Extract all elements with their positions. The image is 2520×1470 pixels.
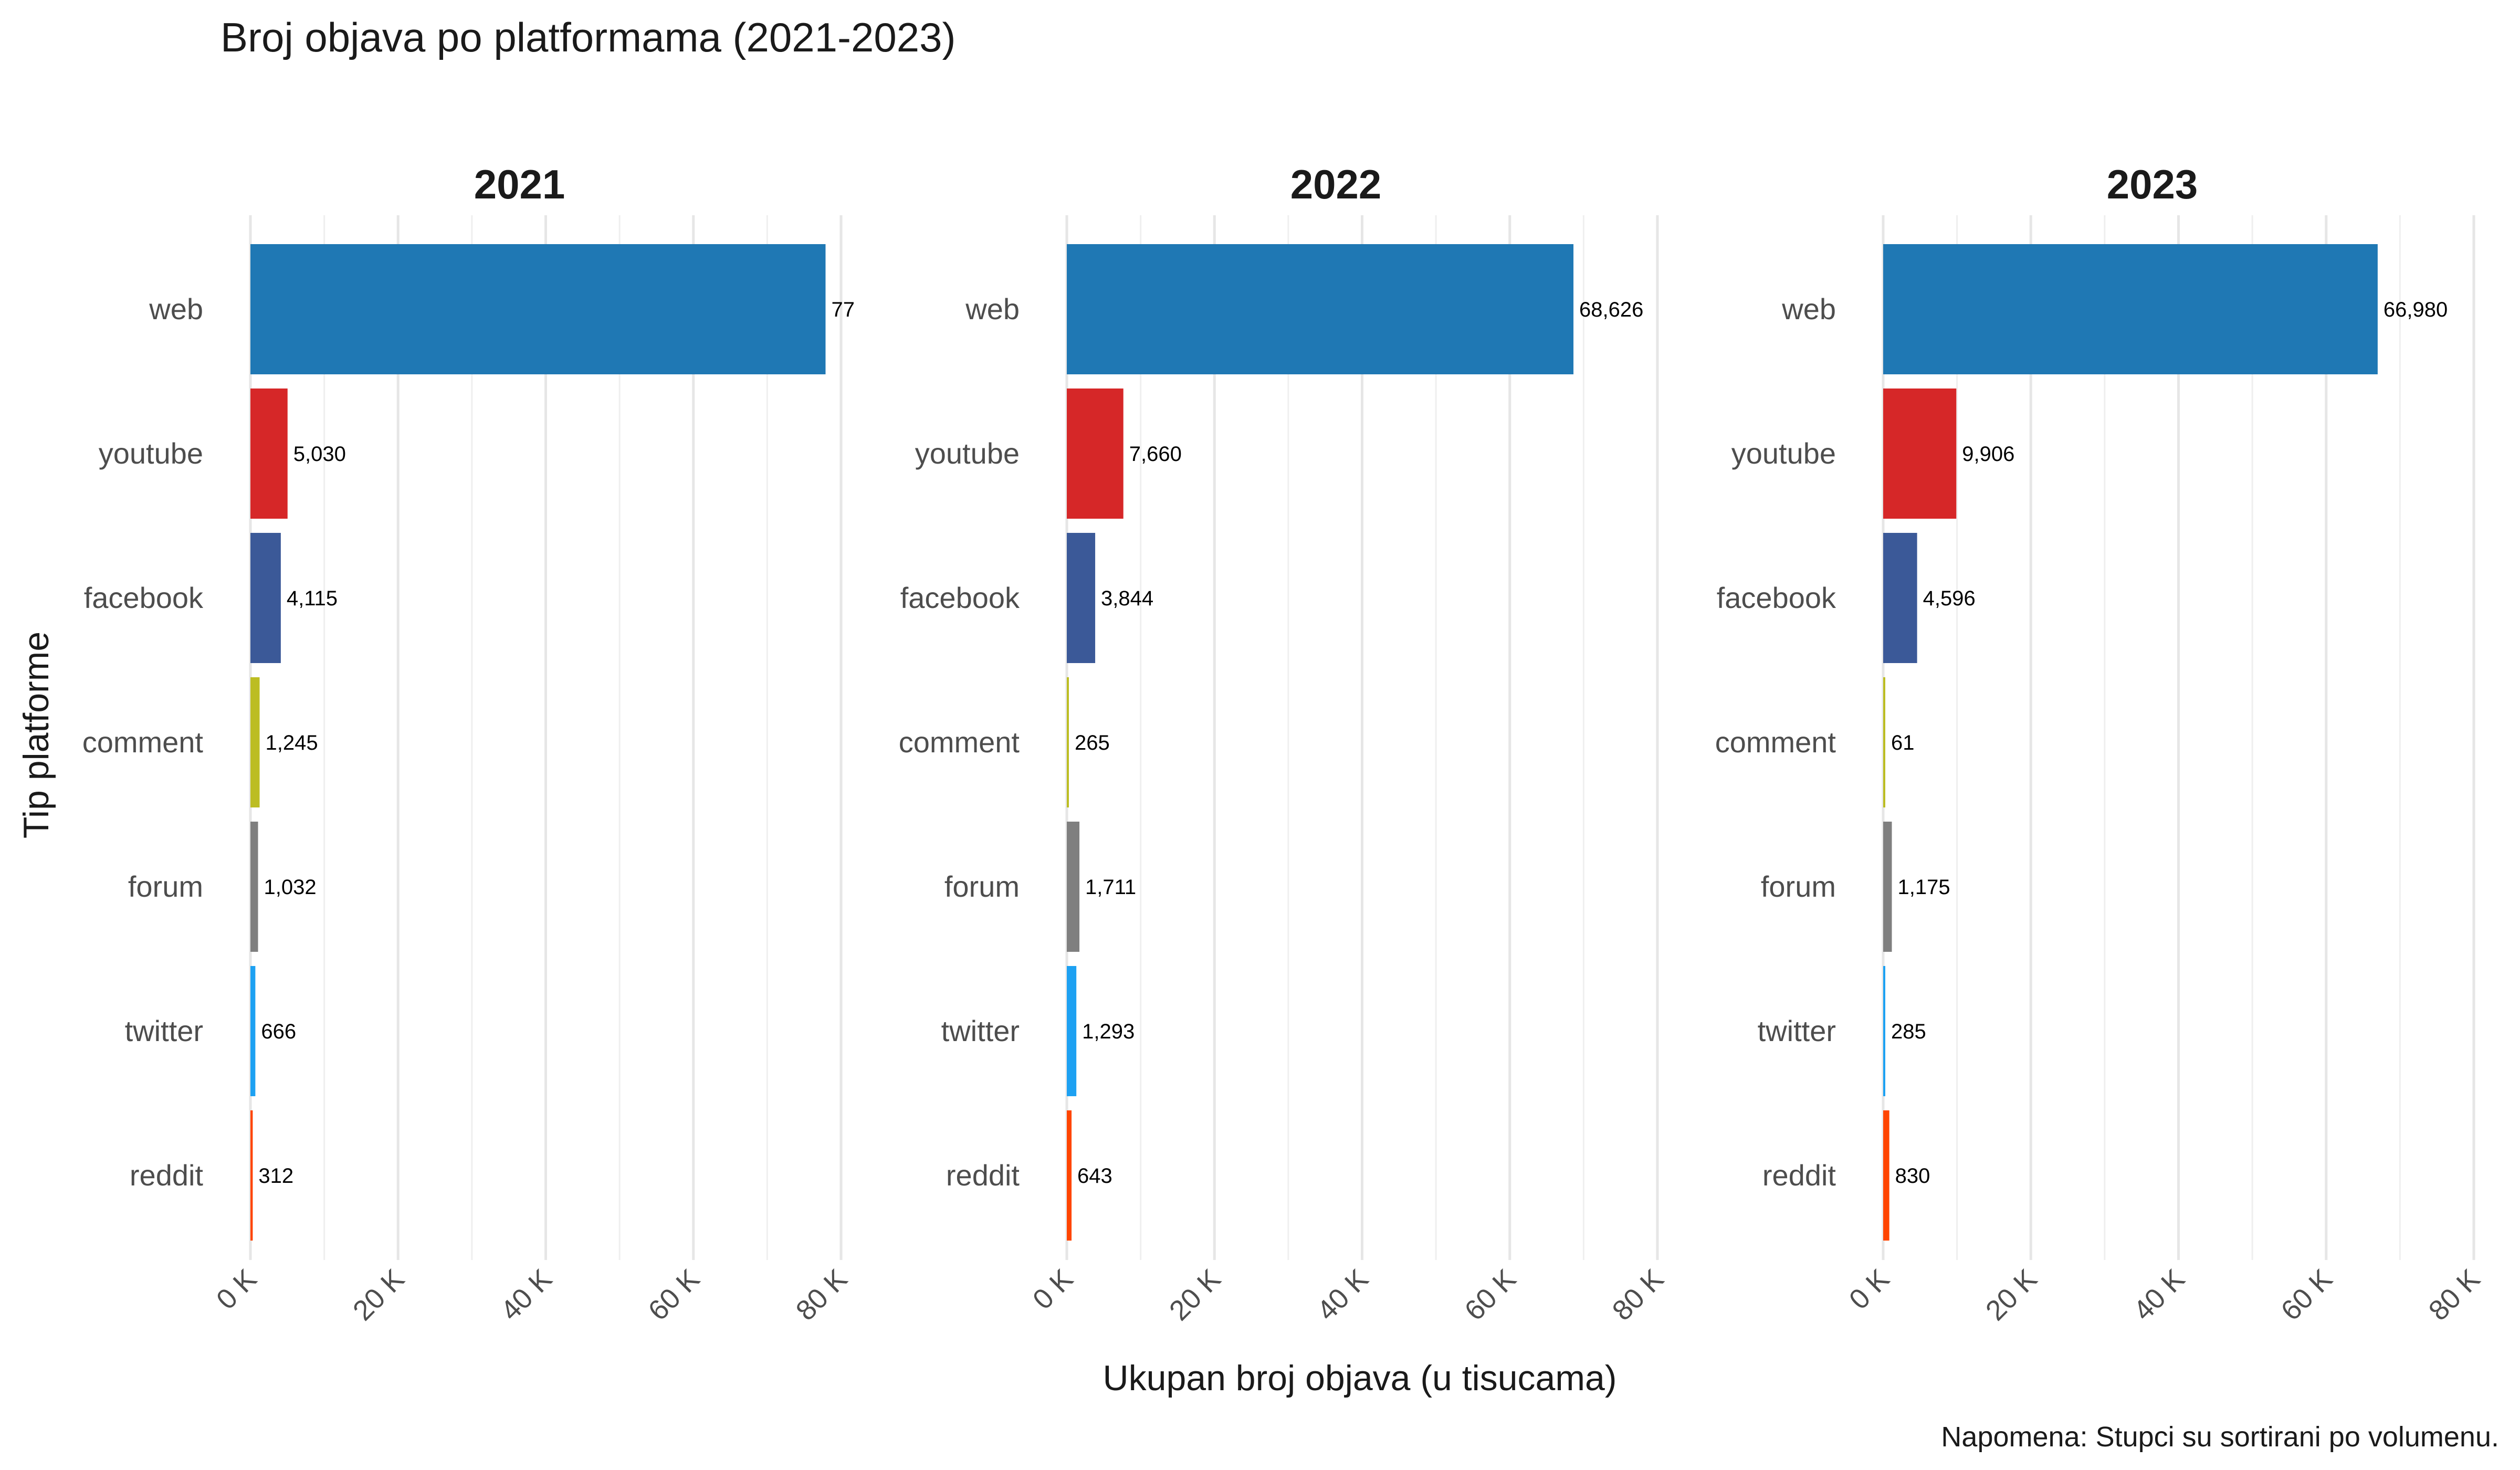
value-label-web: 77 xyxy=(831,298,855,321)
x-tick-label: 60 K xyxy=(642,1263,706,1327)
value-label-twitter: 666 xyxy=(261,1020,296,1043)
facet-title: 2021 xyxy=(474,161,565,207)
x-tick-label: 80 K xyxy=(2423,1263,2486,1327)
category-label-web: web xyxy=(1781,292,1836,326)
category-label-reddit: reddit xyxy=(1762,1159,1836,1192)
y-axis-title: Tip platforme xyxy=(16,632,56,838)
bar-twitter xyxy=(250,966,256,1096)
value-label-facebook: 4,596 xyxy=(1923,587,1976,610)
category-label-comment: comment xyxy=(899,726,1020,759)
facet-2023: 2023 66,980 9,906 4,596 61 1,175 285 830 web yout… xyxy=(1715,161,2486,1327)
x-tick-label: 60 K xyxy=(1458,1263,1522,1327)
value-label-reddit: 312 xyxy=(258,1164,293,1188)
category-label-twitter: twitter xyxy=(125,1014,203,1047)
value-label-twitter: 285 xyxy=(1891,1020,1926,1043)
bars: 77 5,030 4,115 1,245 1,032 666 312 xyxy=(250,244,855,1241)
bar-twitter xyxy=(1883,966,1886,1096)
facet-panels: 2021 77 5,030 4,115 1,245 1,032 666 312 web youtu… xyxy=(82,161,2486,1327)
value-label-facebook: 3,844 xyxy=(1101,587,1153,610)
bar-comment xyxy=(1067,677,1069,807)
value-label-reddit: 643 xyxy=(1077,1164,1112,1188)
facet-2021: 2021 77 5,030 4,115 1,245 1,032 666 312 web youtu… xyxy=(82,161,855,1327)
value-label-youtube: 7,660 xyxy=(1129,443,1182,466)
category-label-facebook: facebook xyxy=(900,581,1020,614)
x-tick-label: 40 K xyxy=(2127,1263,2191,1327)
category-label-twitter: twitter xyxy=(1758,1014,1836,1047)
value-label-web: 66,980 xyxy=(2384,298,2448,321)
bar-facebook xyxy=(250,533,281,663)
value-label-twitter: 1,293 xyxy=(1082,1020,1135,1043)
bar-forum xyxy=(1067,822,1080,952)
bars: 66,980 9,906 4,596 61 1,175 285 830 xyxy=(1883,244,2448,1241)
category-label-twitter: twitter xyxy=(941,1014,1020,1047)
chart-caption: Napomena: Stupci su sortirani po volumen… xyxy=(1941,1421,2499,1453)
category-label-youtube: youtube xyxy=(915,437,1020,470)
x-tick-label: 40 K xyxy=(495,1263,558,1327)
x-tick-label: 20 K xyxy=(347,1263,411,1327)
category-label-youtube: youtube xyxy=(1731,437,1836,470)
bar-web xyxy=(250,244,826,374)
category-label-reddit: reddit xyxy=(130,1159,204,1192)
category-label-comment: comment xyxy=(82,726,204,759)
bar-youtube xyxy=(1883,388,1957,519)
category-label-comment: comment xyxy=(1715,726,1836,759)
x-tick-label: 40 K xyxy=(1311,1263,1374,1327)
value-label-youtube: 5,030 xyxy=(293,443,346,466)
x-tick-label: 0 K xyxy=(211,1263,263,1316)
value-label-forum: 1,032 xyxy=(264,876,317,899)
x-tick-label: 20 K xyxy=(1980,1263,2043,1327)
value-label-forum: 1,175 xyxy=(1898,876,1950,899)
category-label-facebook: facebook xyxy=(1717,581,1836,614)
category-label-forum: forum xyxy=(128,870,203,903)
bar-facebook xyxy=(1883,533,1917,663)
value-label-web: 68,626 xyxy=(1579,298,1643,321)
category-label-facebook: facebook xyxy=(84,581,204,614)
x-tick-label: 0 K xyxy=(1843,1263,1896,1316)
value-label-comment: 265 xyxy=(1075,731,1110,754)
value-label-facebook: 4,115 xyxy=(287,587,338,610)
x-tick-label: 80 K xyxy=(1606,1263,1670,1327)
value-label-youtube: 9,906 xyxy=(1962,443,2014,466)
bar-reddit xyxy=(250,1110,253,1241)
x-axis-title: Ukupan broj objava (u tisucama) xyxy=(1103,1358,1617,1398)
category-label-reddit: reddit xyxy=(946,1159,1020,1192)
x-tick-label: 80 K xyxy=(790,1263,854,1327)
x-tick-label: 60 K xyxy=(2275,1263,2338,1327)
bar-youtube xyxy=(1067,388,1124,519)
bars: 68,626 7,660 3,844 265 1,711 1,293 643 xyxy=(1067,244,1643,1241)
x-tick-label: 0 K xyxy=(1027,1263,1079,1316)
bar-comment xyxy=(1883,677,1885,807)
bar-reddit xyxy=(1883,1110,1889,1241)
bar-comment xyxy=(250,677,260,807)
bar-facebook xyxy=(1067,533,1096,663)
x-tick-label: 20 K xyxy=(1163,1263,1227,1327)
category-label-forum: forum xyxy=(944,870,1020,903)
bar-web xyxy=(1067,244,1574,374)
category-label-web: web xyxy=(149,292,203,326)
bar-forum xyxy=(1883,822,1892,952)
value-label-reddit: 830 xyxy=(1895,1164,1930,1188)
value-label-forum: 1,711 xyxy=(1085,876,1136,899)
facet-2022: 2022 68,626 7,660 3,844 265 1,711 1,293 643 web y… xyxy=(899,161,1670,1327)
category-label-web: web xyxy=(965,292,1020,326)
category-label-youtube: youtube xyxy=(99,437,203,470)
bar-reddit xyxy=(1067,1110,1072,1241)
facet-title: 2023 xyxy=(2107,161,2198,207)
chart-title: Broj objava po platformama (2021-2023) xyxy=(220,14,956,60)
bar-youtube xyxy=(250,388,288,519)
category-label-forum: forum xyxy=(1761,870,1836,903)
value-label-comment: 61 xyxy=(1891,731,1915,754)
facet-title: 2022 xyxy=(1290,161,1382,207)
bar-twitter xyxy=(1067,966,1077,1096)
bar-forum xyxy=(250,822,258,952)
bar-web xyxy=(1883,244,2378,374)
value-label-comment: 1,245 xyxy=(266,731,318,754)
